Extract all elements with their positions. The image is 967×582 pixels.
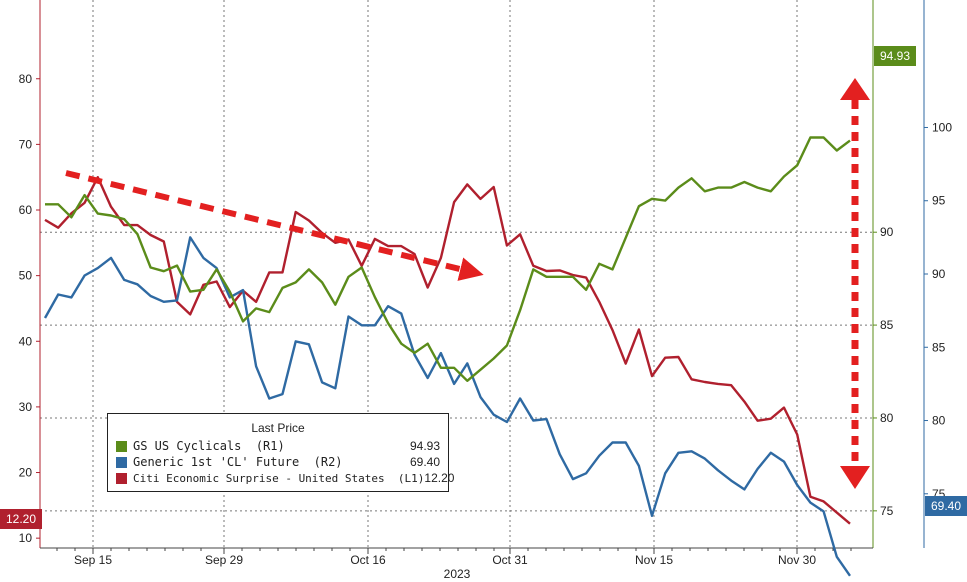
- r1-last-value-badge: 94.93: [874, 46, 917, 66]
- x-tick-label: Nov 15: [635, 553, 673, 567]
- left-tick-label: 50: [19, 269, 33, 283]
- trend-arrow-dashed: [65, 170, 484, 281]
- left-tick-label: 20: [19, 466, 33, 480]
- left-tick-label: 10: [19, 531, 33, 545]
- legend-item-label: Citi Economic Surprise - United States (…: [133, 471, 425, 485]
- legend-item-value: 69.40: [409, 455, 440, 469]
- legend-item-value: 12.20: [424, 471, 455, 485]
- gs-us-cyclicals-line: [45, 136, 851, 382]
- x-axis-year-label: 2023: [444, 567, 471, 581]
- legend-swatch-red: [116, 472, 127, 484]
- x-tick-label: Nov 30: [778, 553, 816, 567]
- legend-item: Generic 1st 'CL' Future (R2) 69.40: [116, 454, 440, 470]
- legend-swatch-green: [116, 440, 127, 452]
- citi-surprise-line: [44, 175, 851, 525]
- legend: Last Price GS US Cyclicals (R1) 94.93 Ge…: [107, 413, 454, 492]
- right2-tick-label: 90: [932, 267, 946, 281]
- right2-tick-label: 85: [932, 340, 946, 354]
- r2-last-value-badge: 69.40: [925, 496, 967, 516]
- right1-tick-label: 85: [880, 318, 894, 332]
- legend-title: Last Price: [251, 421, 305, 435]
- right1-axis-ticks: 75 80 85 90: [873, 225, 894, 518]
- right2-tick-label: 80: [932, 414, 946, 428]
- left-tick-label: 70: [19, 137, 33, 151]
- cl-future-line: [43, 236, 851, 577]
- x-tick-label: Sep 29: [205, 553, 243, 567]
- right1-tick-label: 80: [880, 411, 894, 425]
- legend-item-value: 94.93: [409, 439, 440, 453]
- series-layer: [43, 136, 851, 577]
- vertical-arrow-up-head: [840, 78, 870, 100]
- left-tick-label: 60: [19, 203, 33, 217]
- x-tick-label: Sep 15: [74, 553, 112, 567]
- right1-tick-label: 90: [880, 225, 894, 239]
- legend-item: Citi Economic Surprise - United States (…: [116, 470, 454, 486]
- x-tick-label: Oct 16: [350, 553, 386, 567]
- left-tick-label: 40: [19, 334, 33, 348]
- vertical-arrow-down-head: [840, 466, 870, 489]
- right1-tick-label: 75: [880, 504, 894, 518]
- legend-item-label: GS US Cyclicals (R1): [133, 439, 285, 453]
- right2-tick-label: 100: [932, 120, 952, 134]
- x-tick-label: Oct 31: [492, 553, 528, 567]
- left-tick-label: 30: [19, 400, 33, 414]
- legend-item-label: Generic 1st 'CL' Future (R2): [133, 455, 343, 469]
- left-tick-label: 80: [19, 72, 33, 86]
- l1-last-value-badge: 12.20: [0, 509, 43, 529]
- right2-tick-label: 95: [932, 194, 946, 208]
- x-axis-ticks: Sep 15 Sep 29 Oct 16 Oct 31 Nov 15 Nov 30: [56, 548, 852, 567]
- legend-swatch-blue: [116, 456, 127, 468]
- legend-item: GS US Cyclicals (R1) 94.93: [116, 438, 440, 454]
- annotation-layer: [65, 78, 870, 489]
- left-axis-ticks: 10 20 30 40 50 60 70 80: [19, 72, 40, 545]
